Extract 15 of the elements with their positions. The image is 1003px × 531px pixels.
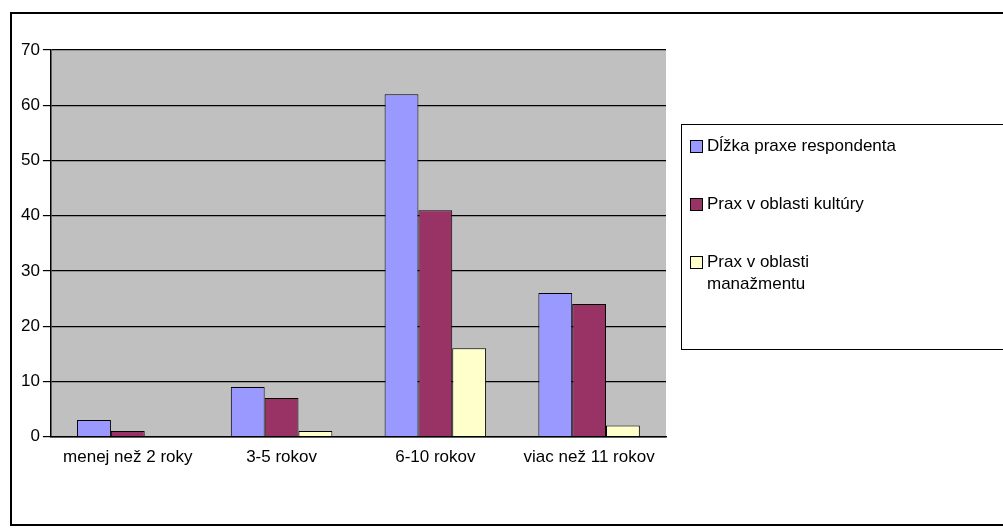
y-tick-label: 70 — [20, 39, 40, 59]
y-tick-label: 0 — [30, 426, 40, 446]
x-tick-label: 6-10 rokov — [395, 447, 476, 467]
y-tick-label: 60 — [20, 94, 40, 114]
y-tick-label: 20 — [20, 315, 40, 335]
x-tick-label: 3-5 rokov — [246, 447, 318, 467]
legend-label: Prax v oblasti manažmentu — [707, 251, 811, 295]
x-tick-label: viac než 11 rokov — [523, 447, 656, 467]
x-tick-label: menej než 2 roky — [63, 447, 194, 467]
y-tick-label: 30 — [20, 260, 40, 280]
y-tick-label: 40 — [20, 205, 40, 225]
y-tick-label: 50 — [20, 150, 40, 170]
legend-label: Dĺžka praxe respondenta — [707, 135, 897, 157]
y-tick-label: 10 — [20, 371, 40, 391]
legend-label: Prax v oblasti kultúry — [707, 193, 865, 215]
